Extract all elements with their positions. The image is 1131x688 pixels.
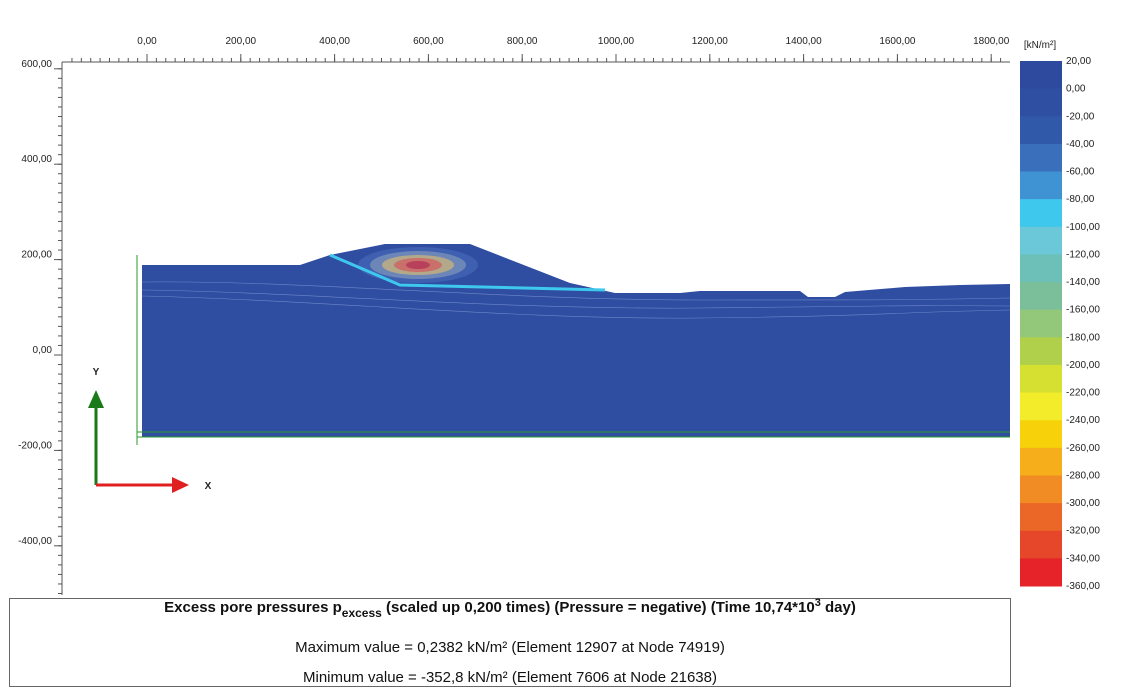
y-tick-label: 200,00 (21, 250, 52, 261)
legend-swatch (1020, 143, 1062, 173)
legend-swatch (1020, 503, 1062, 532)
legend-label: -200,00 (1066, 360, 1100, 371)
caption-minimum: Minimum value = -352,8 kN/m² (Element 76… (303, 669, 717, 686)
x-tick-label: 1000,00 (598, 36, 635, 47)
legend-swatch (1020, 226, 1062, 255)
contours (358, 247, 478, 283)
x-tick-label: 1400,00 (786, 36, 823, 47)
legend-swatch (1020, 61, 1062, 90)
legend-swatch (1020, 116, 1062, 145)
axes-arrows: Y X (88, 367, 212, 493)
x-tick-label: 600,00 (413, 36, 444, 47)
title-middle: (scaled up 0,200 times) (Pressure = nega… (382, 599, 815, 616)
legend-swatch (1020, 364, 1062, 394)
legend-swatch (1020, 530, 1062, 559)
title-main: Excess pore pressures p (164, 599, 342, 616)
x-tick-label: 1200,00 (692, 36, 729, 47)
legend-label: -120,00 (1066, 249, 1100, 260)
legend-label: -180,00 (1066, 332, 1100, 343)
legend-label: -160,00 (1066, 305, 1100, 316)
legend-label: -280,00 (1066, 470, 1100, 481)
legend-swatch (1020, 171, 1062, 200)
y-tick-label: 0,00 (33, 345, 53, 356)
x-tick-label: 0,00 (137, 36, 157, 47)
y-tick-label: -400,00 (18, 536, 52, 547)
legend-swatch (1020, 392, 1062, 421)
legend-label: -340,00 (1066, 553, 1100, 564)
legend-swatch (1020, 199, 1062, 228)
legend-swatch (1020, 309, 1062, 338)
title-superscript: 3 (815, 597, 821, 609)
caption-maximum: Maximum value = 0,2382 kN/m² (Element 12… (295, 639, 725, 656)
model (136, 244, 1011, 445)
x-tick-label: 400,00 (319, 36, 350, 47)
legend-label: -360,00 (1066, 581, 1100, 592)
legend-swatch (1020, 282, 1062, 311)
y-tick-label: 400,00 (21, 154, 52, 165)
layer-lines (141, 281, 1011, 319)
legend-label: -60,00 (1066, 167, 1095, 178)
caption-box (9, 598, 1011, 687)
y-tick-label: 600,00 (21, 59, 52, 70)
legend-label: -240,00 (1066, 415, 1100, 426)
legend-label: -40,00 (1066, 139, 1095, 150)
x-tick-label: 1800,00 (973, 36, 1010, 47)
legend-label: -320,00 (1066, 526, 1100, 537)
caption-title: Excess pore pressures pexcess (scaled up… (164, 597, 856, 620)
title-end: day) (821, 599, 856, 616)
legend-swatch (1020, 88, 1062, 117)
y-tick-label: -200,00 (18, 440, 52, 451)
legend-label: -20,00 (1066, 111, 1095, 122)
legend-label: 20,00 (1066, 56, 1091, 67)
y-arrow-head (88, 390, 104, 408)
legend-label: -300,00 (1066, 498, 1100, 509)
legend-label: -220,00 (1066, 388, 1100, 399)
x-tick-label: 800,00 (507, 36, 538, 47)
legend-swatch (1020, 475, 1062, 504)
legend-label: -260,00 (1066, 443, 1100, 454)
legend-swatch (1020, 254, 1062, 283)
legend-label: -100,00 (1066, 222, 1100, 233)
x-arrow-label: X (205, 481, 212, 492)
legend-label: 0,00 (1066, 84, 1086, 95)
soil-domain (142, 244, 1010, 437)
phreatic-line (329, 253, 606, 292)
legend-swatch (1020, 420, 1062, 449)
legend-swatch (1020, 447, 1062, 476)
x-tick-label: 1600,00 (879, 36, 916, 47)
x-arrow-head (172, 477, 189, 493)
title-subscript: excess (342, 606, 382, 620)
legend-label: -140,00 (1066, 277, 1100, 288)
legend-swatch (1020, 558, 1062, 587)
legend-swatch (1020, 337, 1062, 366)
y-arrow-label: Y (93, 367, 100, 378)
legend-label: -80,00 (1066, 194, 1095, 205)
x-tick-label: 200,00 (226, 36, 257, 47)
legend-unit: [kN/m²] (1024, 40, 1056, 51)
